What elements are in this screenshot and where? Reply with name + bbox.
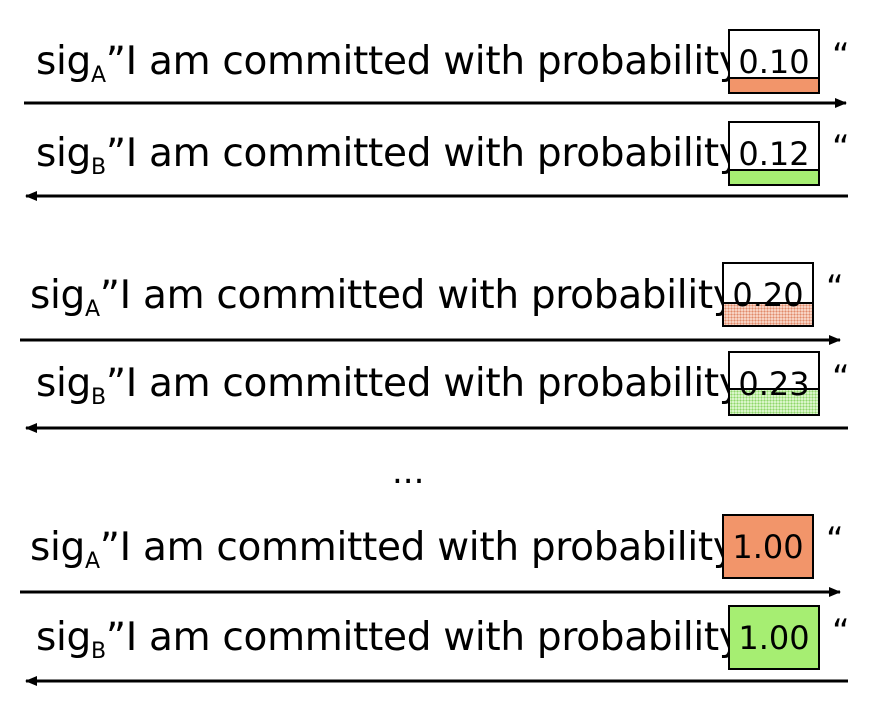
closing-quote: “ [826, 268, 844, 308]
message-text: sigA”I am committed with probability [30, 525, 736, 573]
probability-box: 0.20 [722, 262, 814, 327]
probability-box: 1.00 [728, 605, 820, 670]
sig-prefix: sig [36, 361, 92, 406]
probability-fill [730, 169, 818, 184]
probability-value: 0.10 [738, 42, 810, 81]
probability-box: 0.23 [728, 351, 820, 416]
probability-box: 0.12 [728, 121, 820, 186]
ellipsis: ... [392, 452, 425, 492]
party-label: A [85, 549, 100, 574]
message-text: sigB”I am committed with probability [36, 361, 742, 409]
message-body: ”I am committed with probability [99, 525, 736, 570]
probability-fill [730, 77, 818, 92]
party-label: A [91, 63, 106, 88]
message-text: sigB”I am committed with probability [36, 615, 742, 663]
closing-quote: “ [832, 612, 850, 652]
sig-prefix: sig [36, 131, 92, 176]
closing-quote: “ [832, 128, 850, 168]
probability-box: 0.10 [728, 29, 820, 94]
message-body: ”I am committed with probability [99, 273, 736, 318]
message-body: ”I am committed with probability [105, 361, 742, 406]
closing-quote: “ [832, 36, 850, 76]
message-text: sigB”I am committed with probability [36, 131, 742, 179]
probability-fill [724, 302, 812, 325]
sig-prefix: sig [36, 39, 92, 84]
probability-fill [730, 388, 818, 414]
closing-quote: “ [832, 358, 850, 398]
probability-value: 1.00 [732, 527, 804, 566]
message-body: ”I am committed with probability [105, 615, 742, 660]
probability-value: 1.00 [738, 618, 810, 657]
party-label: B [91, 639, 106, 664]
party-label: B [91, 385, 106, 410]
probability-value: 0.23 [738, 364, 810, 403]
message-text: sigA”I am committed with probability [30, 273, 736, 321]
probability-box: 1.00 [722, 514, 814, 579]
probability-value: 0.20 [732, 275, 804, 314]
party-label: A [85, 297, 100, 322]
sig-prefix: sig [30, 525, 86, 570]
sig-prefix: sig [36, 615, 92, 660]
sig-prefix: sig [30, 273, 86, 318]
party-label: B [91, 155, 106, 180]
probability-value: 0.12 [738, 134, 810, 173]
closing-quote: “ [826, 520, 844, 560]
message-body: ”I am committed with probability [105, 39, 742, 84]
message-body: ”I am committed with probability [105, 131, 742, 176]
probability-fill [730, 607, 818, 668]
probability-fill [724, 516, 812, 577]
message-text: sigA”I am committed with probability [36, 39, 742, 87]
